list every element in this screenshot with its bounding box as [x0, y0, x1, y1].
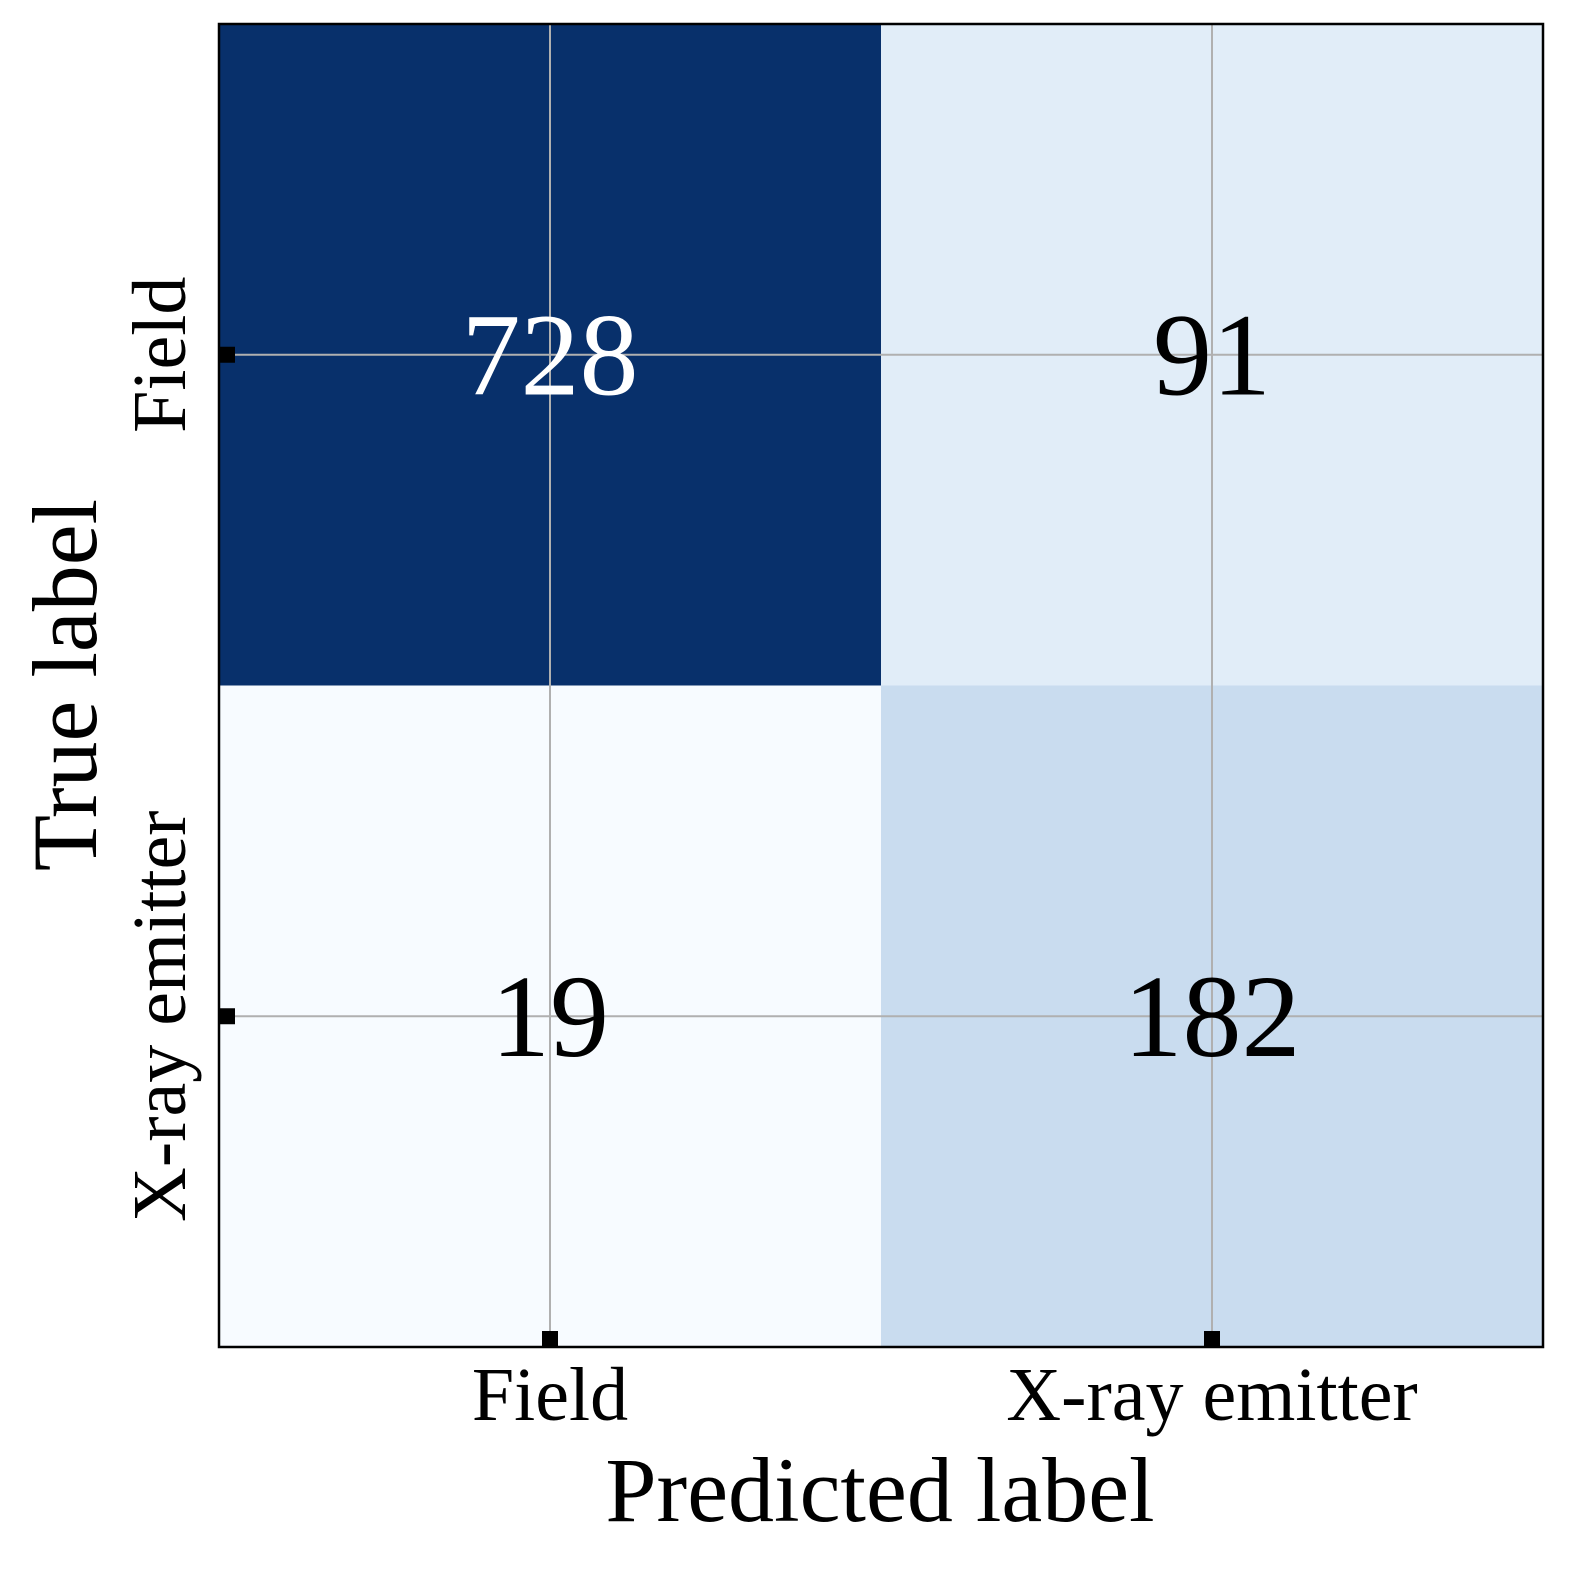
- x-axis-label: Predicted label: [605, 1439, 1154, 1541]
- cell-label: 19: [491, 951, 609, 1082]
- x-tick-mark: [1204, 1331, 1220, 1347]
- plot-frame: [217, 22, 1545, 1349]
- x-tick-mark: [542, 1331, 558, 1347]
- cell-label: 728: [462, 289, 639, 420]
- y-tick-mark: [219, 1008, 235, 1025]
- y-tick-mark: [219, 346, 235, 363]
- y-tick-label: X-ray emitter: [118, 811, 202, 1222]
- x-tick-label: Field: [472, 1353, 628, 1437]
- x-tick-label: X-ray emitter: [1006, 1353, 1417, 1437]
- cell-label: 182: [1124, 951, 1301, 1082]
- y-tick-label: Field: [118, 277, 202, 433]
- y-axis-label: True label: [14, 499, 116, 871]
- cell-label: 91: [1153, 289, 1271, 420]
